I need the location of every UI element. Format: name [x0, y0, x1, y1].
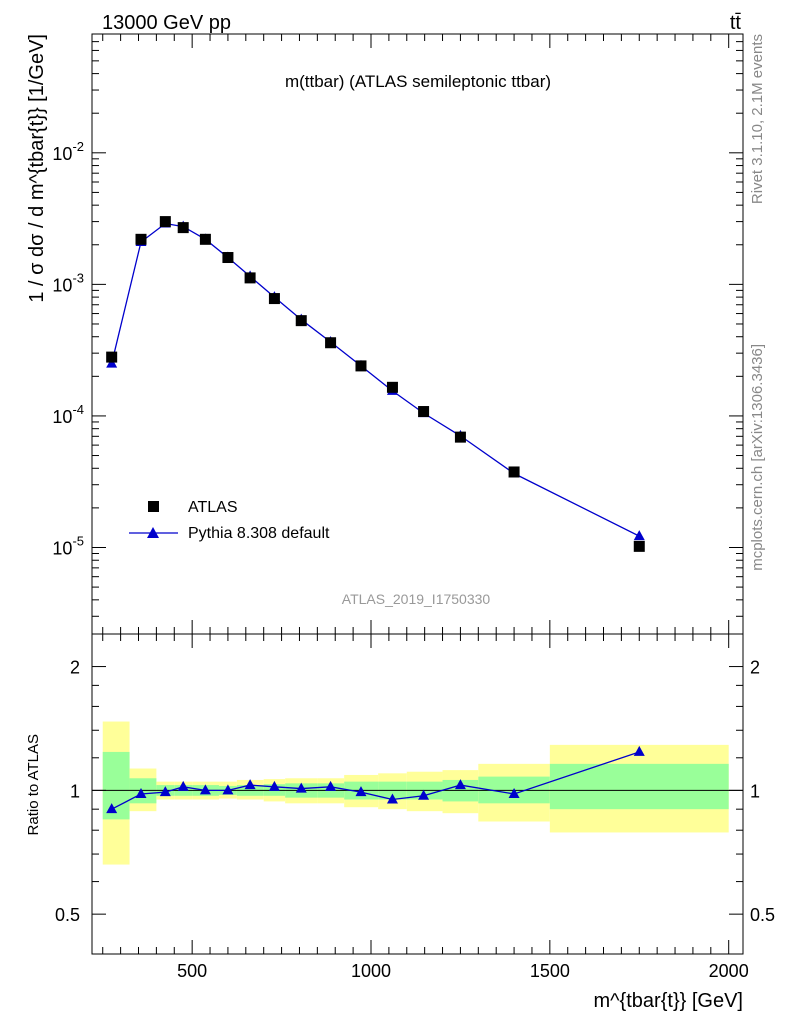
process-label: tt̄	[730, 12, 742, 34]
ratio-mc-line	[111, 751, 640, 810]
main-plot-frame	[91, 33, 744, 635]
data-point	[135, 233, 147, 245]
y-tick-label-main: 10-4	[52, 402, 84, 427]
y-tick-label-ratio-right: 0.5	[750, 905, 775, 925]
data-point	[295, 315, 307, 327]
ratio-band-inner	[102, 751, 130, 820]
ratio-mc-point	[295, 782, 307, 793]
tick-labels: 500 1000 1500 2000 0.5 0.5 1 1 2 2 10-5 10-4 10-3 10-…	[52, 139, 775, 981]
ratio-mc-point	[325, 780, 337, 791]
data-point	[106, 351, 118, 363]
ratio-mc-point	[418, 789, 430, 800]
analysis-id: ATLAS_2019_I1750330	[342, 591, 491, 607]
x-tick-label: 1500	[530, 961, 570, 981]
mcplots-label: mcplots.cern.ch [arXiv:1306.3436]	[749, 344, 766, 571]
ratio-mc-point	[222, 784, 234, 795]
y-tick-label-main: 10-3	[52, 270, 84, 295]
data-point	[199, 233, 211, 245]
ratio-mc-point	[355, 786, 367, 797]
x-tick-label: 2000	[709, 961, 749, 981]
y-axis-title-ratio: Ratio to ATLAS	[25, 734, 42, 835]
y-tick-label-main: 10-5	[52, 533, 84, 558]
mc-line	[111, 222, 640, 537]
y-tick-label-ratio: 2	[70, 658, 80, 678]
ratio-mc-point	[159, 786, 171, 797]
data-point	[508, 466, 520, 478]
ratio-mc-point	[386, 793, 398, 804]
data-point	[454, 431, 466, 443]
y-tick-label-ratio-right: 2	[750, 658, 760, 678]
y-tick-label-ratio: 1	[70, 781, 80, 801]
data-point	[418, 406, 430, 418]
data-point	[325, 337, 337, 349]
mc-series-main	[106, 217, 645, 541]
ratio-band-inner	[549, 763, 729, 810]
mc-point	[633, 530, 645, 541]
legend: ATLAS Pythia 8.308 default	[129, 499, 330, 542]
data-point	[633, 540, 645, 552]
legend-data-label: ATLAS	[188, 499, 238, 516]
y-tick-label-main: 10-2	[52, 139, 84, 164]
ratio-mc-point	[268, 780, 280, 791]
y-tick-label-ratio-right: 1	[750, 781, 760, 801]
data-point	[386, 381, 398, 393]
legend-mc-marker	[147, 527, 159, 538]
data-point	[222, 252, 234, 264]
data-point	[244, 272, 256, 284]
mc-series-ratio	[106, 745, 645, 814]
x-axis-title: m^{tbar{t}} [GeV]	[594, 990, 743, 1012]
ratio-mc-point	[454, 779, 466, 790]
energy-label: 13000 GeV pp	[102, 12, 231, 34]
ratio-mc-point	[244, 779, 256, 790]
y-tick-label-ratio: 0.5	[55, 905, 80, 925]
ratio-mc-point	[106, 803, 118, 814]
ratio-uncertainty-bands	[102, 721, 729, 865]
ratio-mc-point	[633, 745, 645, 756]
rivet-label: Rivet 3.1.10, 2.1M events	[749, 34, 766, 204]
plot-title: m(ttbar) (ATLAS semileptonic ttbar)	[285, 72, 551, 91]
data-point	[159, 216, 171, 228]
ratio-mc-point	[135, 787, 147, 798]
data-point	[268, 293, 280, 305]
legend-data-marker	[148, 501, 159, 512]
data-series-main	[106, 216, 645, 552]
x-tick-label: 1000	[351, 961, 391, 981]
y-axis-title-main: 1 / σ dσ / d m^{tbar{t}} [1/GeV]	[26, 34, 48, 303]
data-point	[177, 222, 189, 234]
data-point	[355, 360, 367, 372]
axis-ticks	[92, 33, 743, 954]
ratio-plot-frame	[91, 633, 744, 955]
ratio-mc-point	[177, 780, 189, 791]
x-tick-label: 500	[177, 961, 207, 981]
legend-mc-label: Pythia 8.308 default	[188, 525, 330, 542]
ratio-mc-point	[199, 784, 211, 795]
ratio-mc-point	[508, 787, 520, 798]
